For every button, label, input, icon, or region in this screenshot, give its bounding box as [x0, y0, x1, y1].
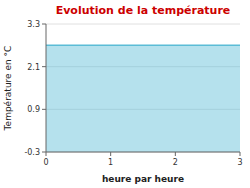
x-tick: [175, 152, 176, 156]
grid-line: [46, 24, 240, 25]
y-tick-label: -0.3: [24, 148, 40, 157]
x-tick-label: 1: [108, 158, 113, 167]
y-tick-label: 2.1: [27, 63, 40, 72]
y-axis-line: [46, 24, 47, 152]
y-tick-label: 0.9: [27, 105, 40, 114]
y-tick: [42, 24, 46, 25]
y-tick: [42, 109, 46, 110]
y-axis-label: Température en °C: [3, 46, 13, 132]
chart: -0.3 0.9 2.1 3.3 0 1 2 3 Evolution de la tempéra…: [0, 0, 250, 188]
title: Evolution de la température: [56, 4, 231, 17]
y-tick-label: 3.3: [27, 20, 40, 29]
line: [46, 45, 240, 47]
area: [46, 45, 240, 152]
axes: -0.3 0.9 2.1 3.3 0 1 2 3: [24, 20, 242, 167]
x-tick-label: 2: [173, 158, 178, 167]
x-tick-label: 3: [237, 158, 242, 167]
x-tick: [46, 152, 47, 156]
x-axis-label: heure par heure: [102, 174, 184, 184]
y-tick: [42, 152, 46, 153]
x-tick: [110, 152, 111, 156]
y-tick: [42, 66, 46, 67]
plot-area: [46, 45, 240, 152]
x-tick-label: 0: [43, 158, 48, 167]
grid-line: [46, 152, 240, 153]
chart-container: -0.3 0.9 2.1 3.3 0 1 2 3 Evolution de la tempéra…: [0, 0, 250, 188]
x-axis-line: [46, 152, 240, 153]
x-tick: [240, 152, 241, 156]
